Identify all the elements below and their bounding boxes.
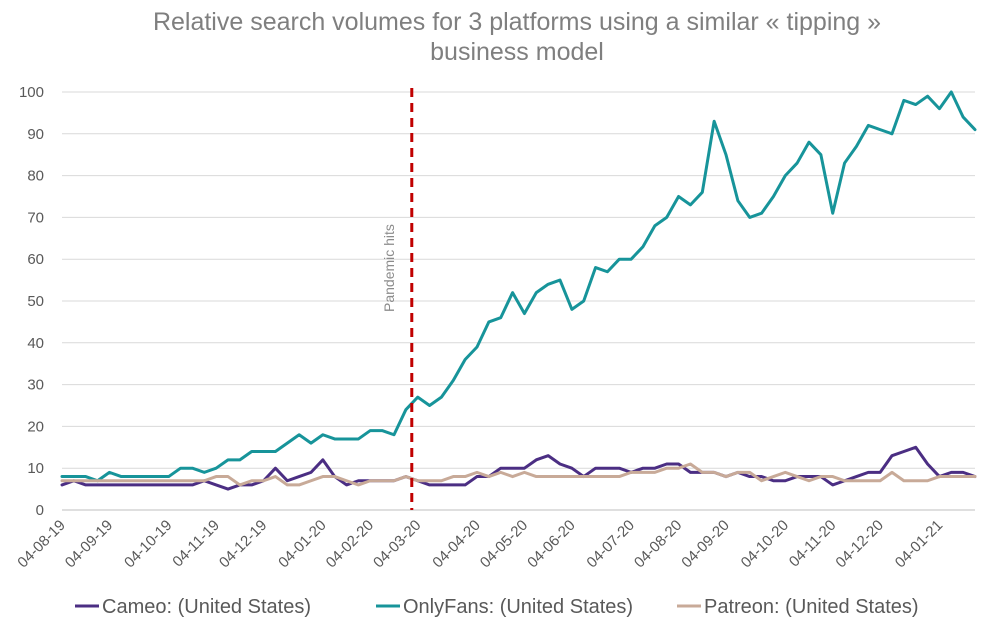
x-tick-label: 04-07-20 [583,517,637,571]
series-line-1 [60,90,977,483]
y-tick-label: 20 [27,418,44,435]
y-tick-label: 90 [27,126,44,143]
y-tick-label: 100 [19,84,44,101]
legend: Cameo: (United States) OnlyFans: (United … [75,596,919,618]
pandemic-label: Pandemic hits [381,224,397,312]
pandemic-annotation: Pandemic hits [381,88,414,510]
x-tick-label: 04-03-20 [370,517,424,571]
x-tick-label: 04-09-20 [678,517,732,571]
y-tick-label: 70 [27,209,44,226]
chart-title-line-2: business model [430,38,604,66]
x-tick-label: 04-11-20 [786,517,840,571]
x-tick-label: 04-04-20 [429,517,483,571]
gridlines [62,91,975,469]
y-tick-label: 40 [27,335,44,352]
y-tick-label: 60 [27,251,44,268]
y-tick-label: 80 [27,168,44,185]
x-tick-label: 04-01-20 [275,517,329,571]
x-tick-label: 04-12-19 [216,517,270,571]
x-tick-label: 04-06-20 [524,517,578,571]
x-tick-label: 04-05-20 [477,517,531,571]
x-tick-label: 04-10-19 [121,517,175,571]
legend-label-1: OnlyFans: (United States) [403,596,633,618]
series-line-2 [60,462,977,487]
y-tick-label: 50 [27,293,44,310]
y-tick-label: 10 [27,460,44,477]
x-tick-label: 04-08-19 [14,517,68,571]
series-lines [60,90,977,491]
x-tick-label: 04-11-19 [169,517,223,571]
y-tick-label: 0 [36,502,44,519]
x-tick-label: 04-12-20 [832,517,886,571]
x-tick-label: 04-08-20 [631,517,685,571]
x-tick-label: 04-10-20 [738,517,792,571]
x-tick-label: 04-09-19 [62,517,116,571]
y-axis-ticks: 0 10 20 30 40 50 60 70 80 90 100 [19,84,44,519]
x-tick-label: 04-01-21 [892,517,946,571]
y-tick-label: 30 [27,377,44,394]
chart-title-line-1: Relative search volumes for 3 platforms … [153,8,881,36]
legend-label-0: Cameo: (United States) [102,596,311,618]
x-tick-label: 04-02-20 [323,517,377,571]
legend-label-2: Patreon: (United States) [704,596,919,618]
